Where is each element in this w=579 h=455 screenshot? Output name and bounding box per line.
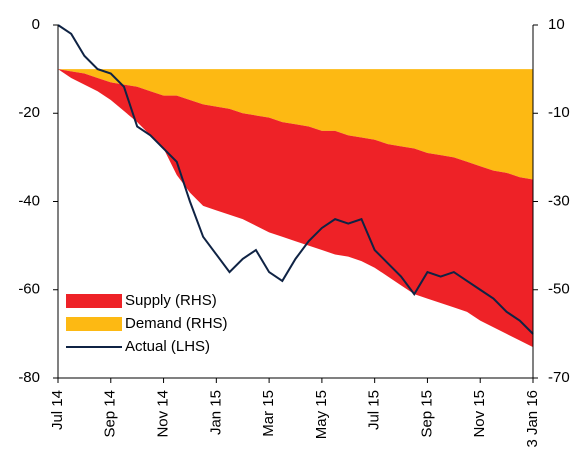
y2-tick-label: -70	[548, 369, 570, 386]
legend-label: Demand (RHS)	[125, 315, 228, 332]
legend-swatch	[66, 317, 122, 331]
legend-label: Actual (LHS)	[125, 338, 210, 355]
x-tick-label: Sep 14	[102, 390, 119, 438]
legend-swatch	[66, 294, 122, 308]
x-tick-label: Jul 14	[49, 390, 66, 430]
x-tick-label: May 15	[313, 390, 330, 439]
y-tick-label: -20	[18, 104, 40, 121]
x-tick-label: Jul 15	[366, 390, 383, 430]
x-tick-label: Jan 15	[207, 390, 224, 435]
x-tick-label: Nov 14	[155, 390, 172, 438]
x-tick-label: 3 Jan 16	[524, 390, 541, 448]
y-tick-label: 0	[32, 16, 40, 33]
area	[58, 69, 533, 348]
y2-tick-label: -30	[548, 192, 570, 209]
legend-label: Supply (RHS)	[125, 292, 217, 309]
y-tick-label: -60	[18, 281, 40, 298]
x-tick-label: Sep 15	[418, 390, 435, 438]
line	[57, 24, 534, 335]
x-tick-label: Nov 15	[471, 390, 488, 438]
y2-tick-label: -10	[548, 104, 570, 121]
y2-tick-label: 10	[548, 16, 565, 33]
y-tick-label: -80	[18, 369, 40, 386]
x-tick-label: Mar 15	[260, 390, 277, 437]
y2-tick-label: -50	[548, 281, 570, 298]
y-tick-label: -40	[18, 192, 40, 209]
